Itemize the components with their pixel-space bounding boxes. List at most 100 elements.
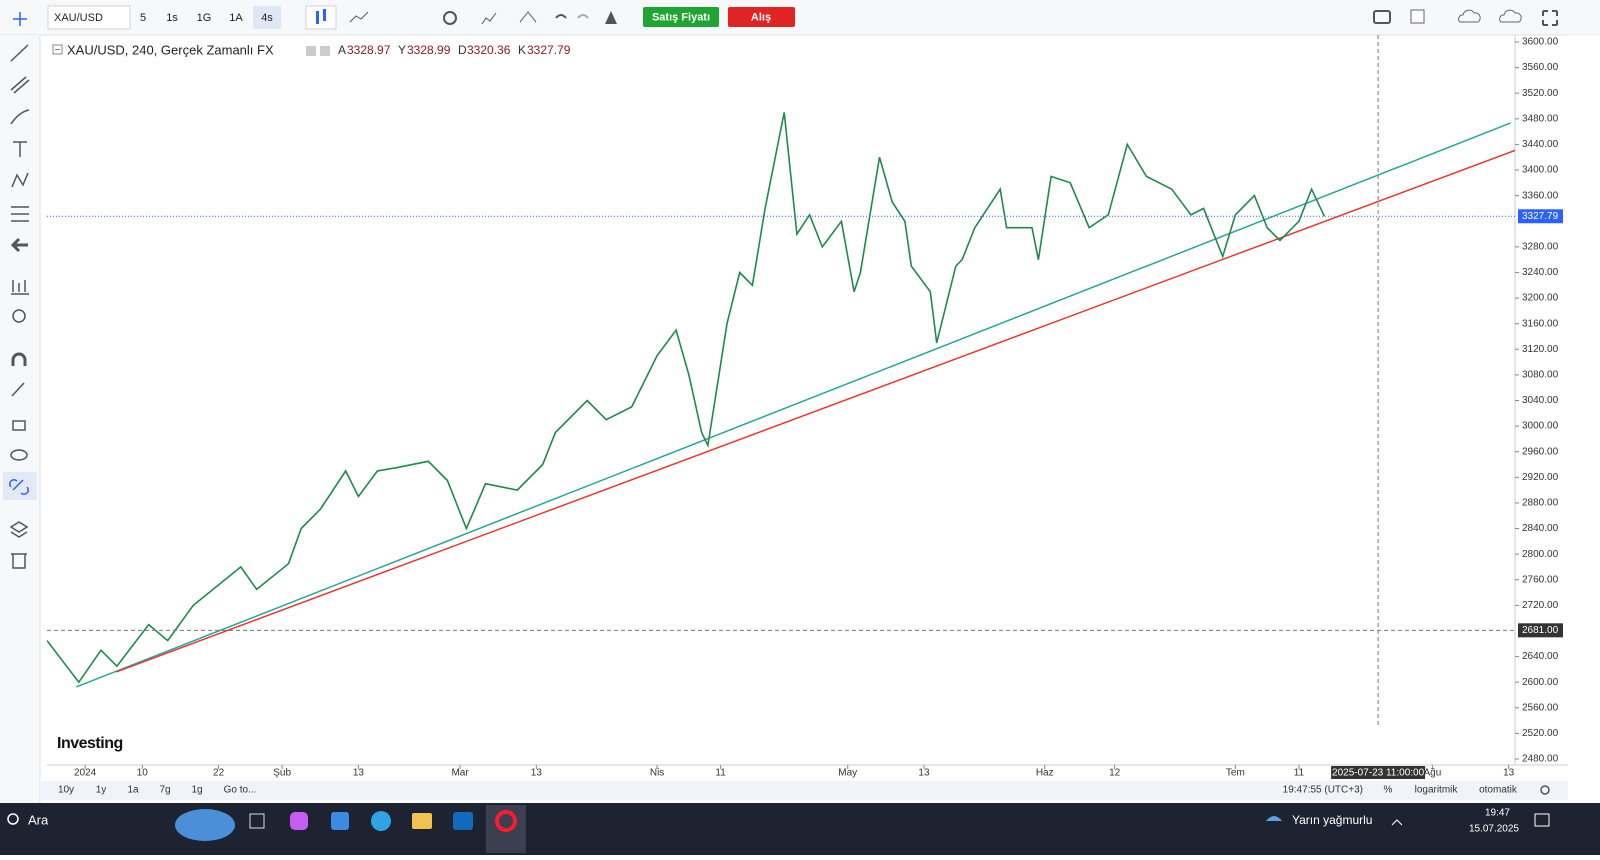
- explorer[interactable]: [412, 813, 432, 829]
- interval[interactable]: 1G: [197, 12, 212, 24]
- auto-toggle[interactable]: otomatik: [1479, 785, 1518, 796]
- outlook[interactable]: [453, 812, 473, 830]
- x-tick-label: 2024: [74, 768, 97, 779]
- back-tool[interactable]: [10, 237, 28, 253]
- search-icon[interactable]: [7, 813, 19, 825]
- fib-tool[interactable]: [10, 76, 30, 94]
- active-interval: [253, 6, 281, 29]
- icon[interactable]: [481, 12, 497, 25]
- tray-arrow[interactable]: [1391, 819, 1403, 826]
- trendline: [75, 122, 1511, 688]
- cloud-save[interactable]: [1499, 9, 1522, 23]
- logo: Investing: [57, 735, 123, 752]
- lock-tool[interactable]: [12, 420, 26, 431]
- y-tick-label: 3560.00: [1522, 62, 1559, 73]
- trendline-tool[interactable]: [10, 44, 29, 62]
- weather-icon[interactable]: [1266, 816, 1282, 821]
- sync-tool[interactable]: [9, 479, 29, 495]
- interval[interactable]: 1s: [166, 12, 178, 24]
- alert-icon[interactable]: [605, 11, 617, 24]
- fullscreen-icon[interactable]: [1542, 10, 1558, 26]
- y-tick-label: 3040.00: [1522, 395, 1559, 406]
- cloud-load[interactable]: [1458, 9, 1481, 23]
- range-button[interactable]: 1a: [127, 785, 139, 796]
- x-tick-label: May: [838, 768, 857, 779]
- weather[interactable]: Yarın yağmurlu: [1292, 813, 1372, 827]
- taskbar: [0, 803, 1600, 855]
- x-tick-label: 11: [1294, 768, 1305, 779]
- compare-icon[interactable]: [519, 11, 537, 23]
- log-toggle[interactable]: logaritmik: [1415, 785, 1459, 796]
- search[interactable]: Ara: [28, 812, 49, 827]
- x-tick-label: Mar: [451, 768, 469, 779]
- settings-icon[interactable]: [1540, 785, 1550, 795]
- y-tick-label: 3480.00: [1522, 113, 1559, 124]
- magnet-tool[interactable]: [11, 352, 27, 366]
- ohlc-label: K: [518, 43, 526, 57]
- undo-icon[interactable]: [555, 14, 567, 19]
- prediction-tool[interactable]: [11, 206, 29, 222]
- last-price-label: 3327.79: [1522, 211, 1559, 222]
- clock[interactable]: 19:47: [1485, 808, 1510, 819]
- interval[interactable]: 1A: [229, 12, 243, 24]
- range-button[interactable]: Go to...: [224, 785, 257, 796]
- widget-image[interactable]: [175, 809, 235, 841]
- percent-toggle[interactable]: %: [1384, 785, 1393, 796]
- icon[interactable]: [320, 46, 330, 56]
- buy-button[interactable]: [728, 7, 795, 27]
- icon[interactable]: [306, 46, 316, 56]
- measure-tool[interactable]: [11, 280, 29, 295]
- camera-icon[interactable]: [1373, 10, 1391, 24]
- hide-tool[interactable]: [10, 449, 28, 461]
- opera[interactable]: [495, 810, 517, 832]
- y-tick-label: 2720.00: [1522, 600, 1559, 611]
- y-tick-label: 3440.00: [1522, 139, 1559, 150]
- copilot[interactable]: [290, 812, 308, 830]
- x-tick-label: 13: [531, 768, 543, 779]
- y-tick-label: 3240.00: [1522, 267, 1559, 278]
- x-tick-label: 13: [353, 768, 365, 779]
- chart-type-btn[interactable]: [305, 5, 337, 30]
- interval[interactable]: 5: [140, 12, 146, 24]
- layers-tool[interactable]: [9, 521, 29, 538]
- x-tick-label: 13: [1503, 768, 1515, 779]
- redo-icon[interactable]: [577, 14, 589, 19]
- x-tick-label: 11: [715, 768, 726, 779]
- collapse-btn[interactable]: [52, 44, 63, 55]
- x-tick-label: 12: [1109, 768, 1121, 779]
- y-tick-label: 3000.00: [1522, 421, 1559, 432]
- x-tick-label: Şub: [273, 768, 291, 779]
- range-button[interactable]: 10y: [58, 785, 74, 796]
- stay-drawing-tool[interactable]: [11, 382, 25, 397]
- symbol-box[interactable]: [47, 5, 131, 30]
- bottom-bar: [40, 781, 1568, 800]
- edge[interactable]: [371, 811, 391, 831]
- plot: [47, 112, 1515, 688]
- interval[interactable]: 4s: [261, 12, 273, 24]
- y-tick-label: 3080.00: [1522, 370, 1559, 381]
- color-icon[interactable]: [1410, 9, 1425, 24]
- ohlc-value: 3327.79: [527, 43, 571, 57]
- x-tick-label: Ağu: [1423, 768, 1441, 779]
- notifications[interactable]: [1534, 813, 1550, 827]
- delete-tool[interactable]: [11, 553, 27, 569]
- range-button[interactable]: 7g: [159, 785, 170, 796]
- sell-button[interactable]: [643, 7, 719, 27]
- date[interactable]: 15.07.2025: [1469, 824, 1519, 835]
- range-button[interactable]: 1g: [191, 785, 202, 796]
- zoom-tool[interactable]: [12, 309, 26, 323]
- crosshair-tool[interactable]: [13, 12, 27, 26]
- crosshair-time-label: 2025-07-23 11:00:00: [1332, 768, 1425, 779]
- sell-label: Satış Fiyatı: [652, 11, 710, 23]
- text-tool[interactable]: [13, 141, 27, 157]
- ohlc-value: 3320.36: [467, 43, 511, 57]
- settings-icon[interactable]: [443, 11, 457, 25]
- task-view[interactable]: [249, 813, 265, 829]
- brush-tool[interactable]: [10, 109, 30, 125]
- icon[interactable]: [349, 11, 369, 23]
- range-button[interactable]: 1y: [96, 785, 107, 796]
- drawing-tools: [3, 12, 37, 569]
- store[interactable]: [331, 812, 349, 830]
- pattern-tool[interactable]: [11, 172, 29, 188]
